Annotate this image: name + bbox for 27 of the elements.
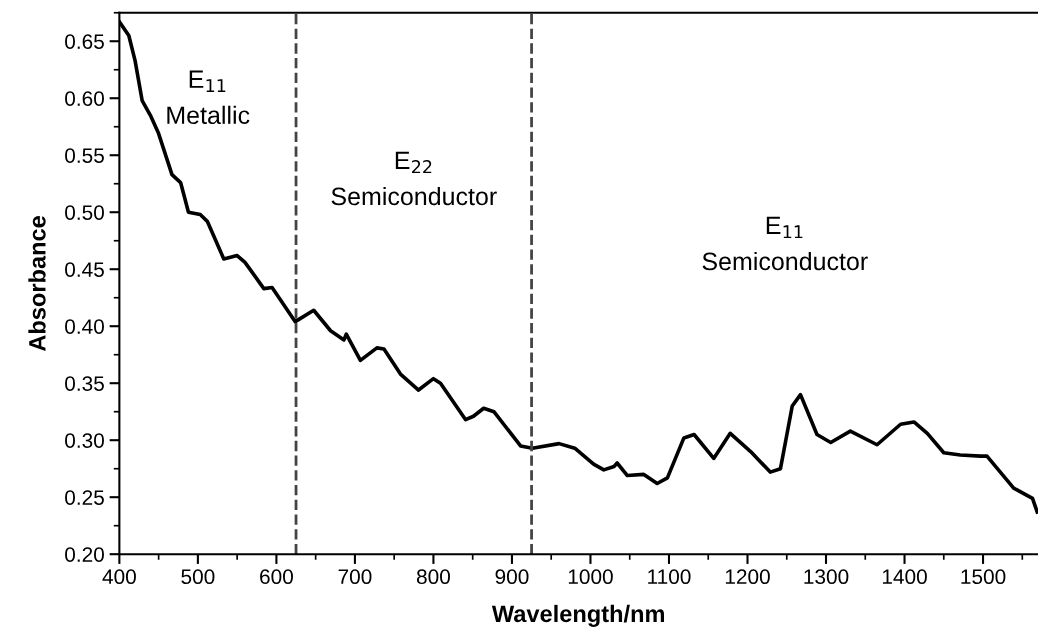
x-tick-label: 700 xyxy=(338,569,372,585)
x-tick-label: 1100 xyxy=(648,569,691,585)
x-tick-label: 800 xyxy=(416,569,450,585)
x-tick-label: 900 xyxy=(495,569,529,585)
x-tick-label: 1200 xyxy=(725,569,770,585)
annotation: E$_{11}$ Semiconductor xyxy=(702,216,868,271)
y-tick-label: 0.45 xyxy=(65,262,104,277)
annotation: E$_{11}$ Metallic xyxy=(167,70,250,125)
x-tick-label: 400 xyxy=(102,569,136,585)
y-tick-label: 0.55 xyxy=(65,148,104,163)
y-tick-label: 0.25 xyxy=(65,490,104,505)
x-tick-label: 1000 xyxy=(568,569,613,585)
x-axis-title: Wavelength/nm xyxy=(491,604,665,627)
x-tick-label: 1300 xyxy=(804,569,849,585)
y-tick-label: 0.35 xyxy=(65,376,104,391)
x-tick-label: 500 xyxy=(181,569,215,585)
y-tick-label: 0.50 xyxy=(65,205,104,220)
x-tick-label: 600 xyxy=(260,569,293,585)
y-tick-label: 0.65 xyxy=(65,34,104,49)
y-tick-label: 0.30 xyxy=(65,433,104,448)
annotation: E$_{22}$ Semiconductor xyxy=(331,151,497,206)
y-tick-label: 0.20 xyxy=(65,547,104,562)
y-tick-label: 0.40 xyxy=(65,319,104,334)
y-tick-label: 0.60 xyxy=(65,91,104,106)
x-tick-label: 1400 xyxy=(882,569,927,585)
y-axis-title: Absorbance xyxy=(28,216,46,352)
x-tick-label: 1500 xyxy=(961,569,1006,585)
